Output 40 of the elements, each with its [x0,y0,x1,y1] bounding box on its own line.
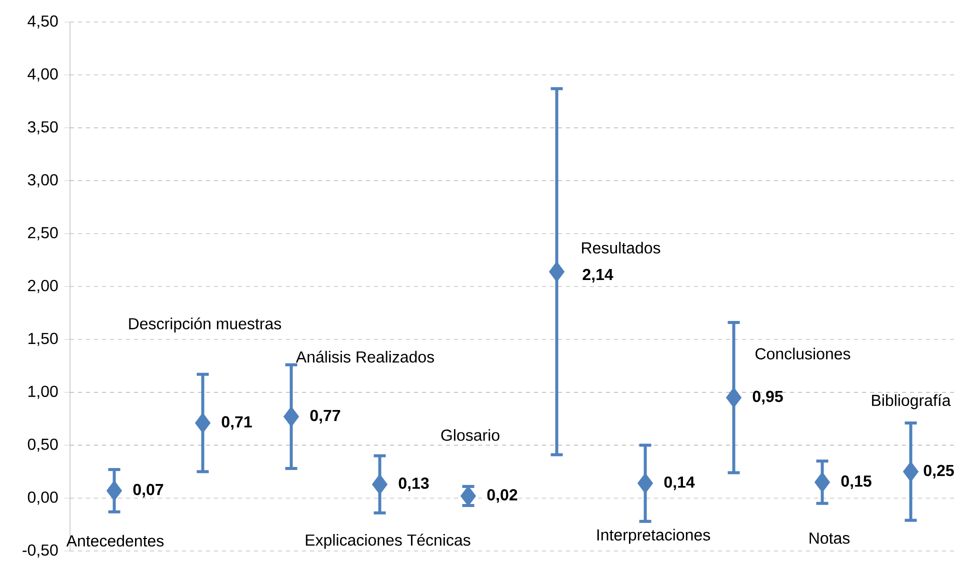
y-tick-label: 2,50 [28,227,58,240]
point [106,480,122,501]
point [637,473,654,494]
annotation: Explicaciones Técnicas [306,534,470,549]
y-tick-label: -0,50 [22,544,58,558]
data-label: 0,14 [664,476,695,490]
data-label: 0,71 [222,416,252,430]
y-tick-label: 2,00 [28,280,58,294]
y-tick-label: 1,00 [28,386,58,399]
data-label: 2,14 [582,268,614,283]
y-tick-label: 4,00 [28,68,58,82]
point [903,461,919,482]
data-label: 0,15 [841,475,872,490]
data-label: 0,25 [924,464,954,478]
annotation: Análisis Realizados [296,350,434,363]
annotation: Notas [810,532,850,544]
data-label: 0,95 [752,390,783,404]
point [194,412,211,434]
point [726,387,742,408]
y-tick-label: 3,50 [28,121,58,134]
point [814,472,830,492]
point [548,261,565,282]
data-label: 0,07 [133,484,164,498]
y-tick-label: 3,00 [28,174,58,188]
data-label: 0,77 [310,410,340,424]
y-tick-label: 0,50 [28,438,58,452]
annotation: Resultados [582,242,660,254]
point [283,406,300,427]
data-label: 0,13 [398,478,429,492]
y-tick-label: 1,50 [28,332,58,346]
y-tick-label: 0,00 [28,491,58,505]
point [372,474,388,495]
annotation: Bibliografía [872,394,951,410]
data-label: 0,02 [487,489,518,503]
annotation: Antecedentes [66,534,164,547]
y-tick-label: 4,50 [28,15,58,29]
annotation: Glosario [441,429,500,441]
annotation: Interpretaciones [597,528,710,544]
annotation: Conclusiones [756,348,850,360]
annotation: Descripción muestras [129,317,282,333]
